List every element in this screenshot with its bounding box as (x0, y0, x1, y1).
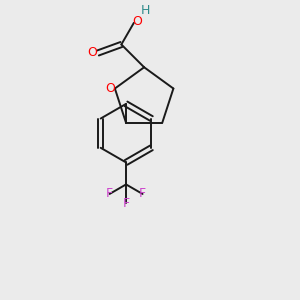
Text: O: O (106, 82, 116, 95)
Text: O: O (88, 46, 98, 59)
Text: O: O (132, 15, 142, 28)
Text: F: F (139, 188, 146, 200)
Text: H: H (140, 4, 150, 17)
Text: F: F (122, 197, 130, 210)
Text: F: F (106, 188, 113, 200)
